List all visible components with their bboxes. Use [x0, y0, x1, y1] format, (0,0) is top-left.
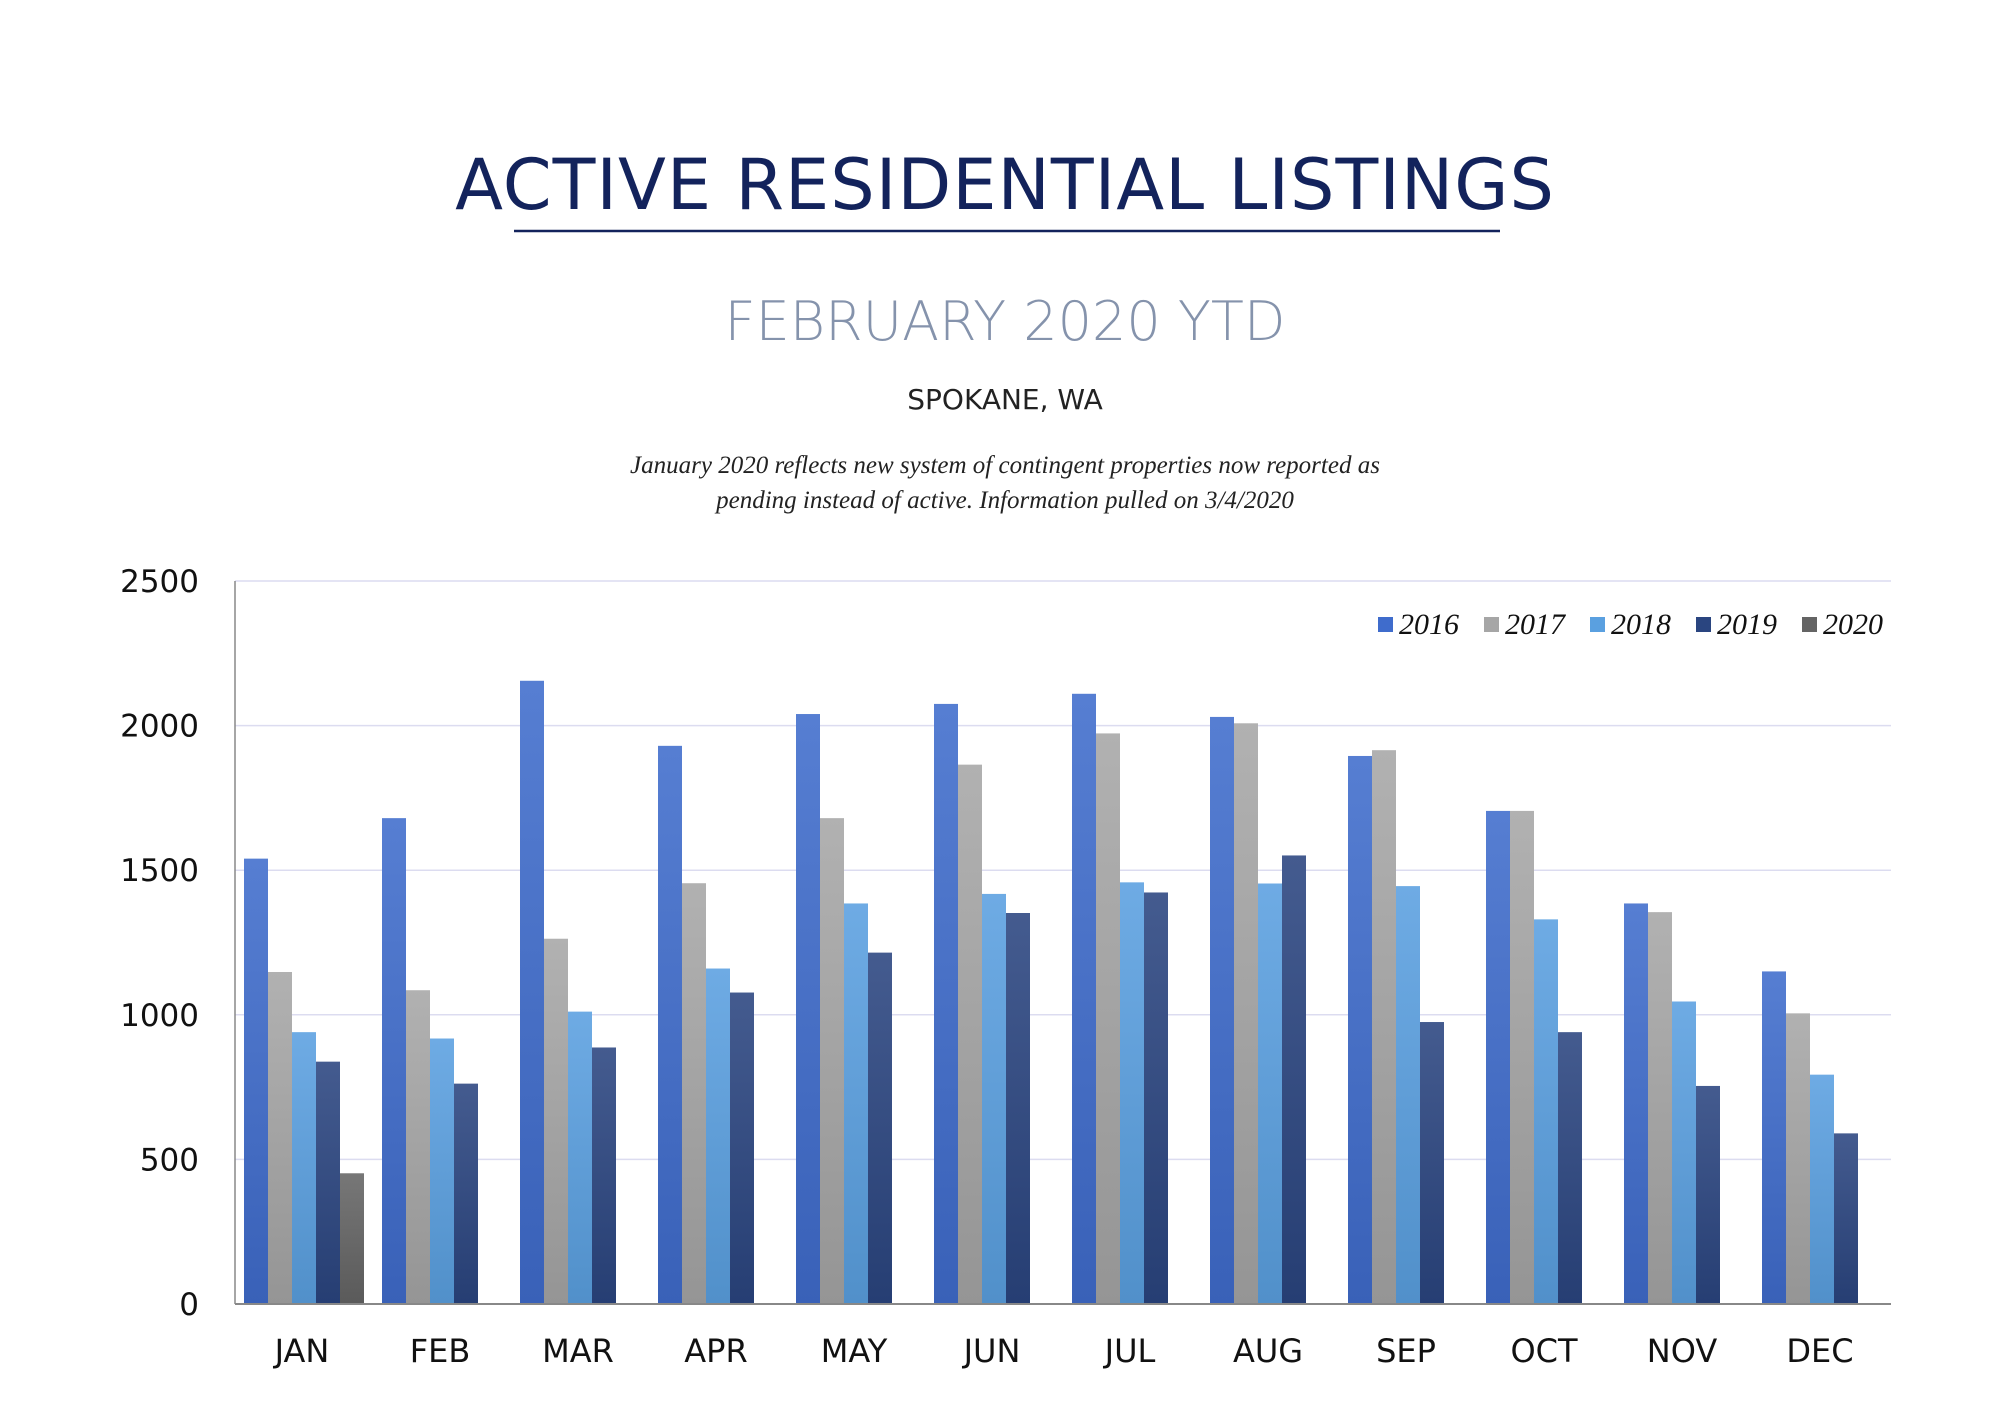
bar-2018-sep: [1396, 886, 1420, 1304]
bar-2018-jun: [982, 893, 1006, 1304]
y-tick-label: 2000: [120, 709, 199, 745]
x-tick-label: OCT: [1510, 1332, 1578, 1370]
bar-2017-feb: [406, 990, 430, 1304]
y-tick-label: 500: [140, 1142, 199, 1178]
bar-2017-oct: [1510, 810, 1534, 1304]
bar-2019-may: [868, 952, 892, 1304]
legend-label: 2020: [1823, 608, 1883, 641]
bar-2018-mar: [568, 1011, 592, 1304]
bar-2016-may: [796, 714, 820, 1304]
legend-label: 2017: [1505, 608, 1567, 641]
bar-2017-sep: [1372, 750, 1396, 1304]
bar-2017-aug: [1234, 723, 1258, 1304]
x-tick-label: NOV: [1647, 1332, 1718, 1370]
bar-2019-sep: [1420, 1022, 1444, 1304]
x-tick-label: DEC: [1786, 1332, 1853, 1370]
bar-2017-jun: [958, 764, 982, 1304]
bar-2019-oct: [1558, 1032, 1582, 1304]
x-tick-label: JAN: [273, 1332, 330, 1370]
legend-label: 2016: [1399, 608, 1459, 641]
bar-2018-jan: [292, 1032, 316, 1304]
bar-2017-jul: [1096, 733, 1120, 1304]
chart-subtitle: FEBRUARY 2020 YTD: [725, 290, 1286, 353]
y-tick-label: 1000: [120, 998, 199, 1034]
x-tick-label: MAR: [542, 1332, 614, 1370]
y-tick-label: 1500: [120, 853, 199, 889]
bar-2018-dec: [1810, 1074, 1834, 1304]
x-tick-label: JUN: [962, 1332, 1021, 1370]
bar-2016-jun: [934, 703, 958, 1304]
bar-2018-may: [844, 903, 868, 1304]
y-tick-label: 0: [179, 1287, 199, 1323]
bar-2017-may: [820, 818, 844, 1304]
axes: 0 500 1000 1500 2000 2500 JAN FEB MAR APR MAY JUN JU…: [120, 564, 1891, 1370]
bar-2016-sep: [1348, 755, 1372, 1304]
bar-2017-apr: [682, 883, 706, 1304]
legend-swatch-2016: [1378, 617, 1393, 632]
y-tick-label: 2500: [120, 564, 199, 600]
bar-2016-feb: [382, 818, 406, 1304]
bar-2018-nov: [1672, 1001, 1696, 1304]
bar-2018-feb: [430, 1038, 454, 1304]
location-label: SPOKANE, WA: [907, 383, 1102, 416]
bar-2017-mar: [544, 938, 568, 1304]
bars: [244, 680, 1858, 1304]
legend-swatch-2018: [1590, 617, 1605, 632]
bar-2016-jul: [1072, 693, 1096, 1304]
bar-2018-apr: [706, 968, 730, 1304]
bar-2016-nov: [1624, 903, 1648, 1304]
bar-2020-jan: [340, 1173, 364, 1304]
legend-label: 2018: [1611, 608, 1671, 641]
bar-2019-mar: [592, 1047, 616, 1304]
bar-2017-nov: [1648, 912, 1672, 1304]
x-tick-label: APR: [684, 1332, 747, 1370]
bar-2018-oct: [1534, 919, 1558, 1304]
x-tick-label: SEP: [1376, 1332, 1436, 1370]
legend-swatch-2017: [1484, 617, 1499, 632]
bar-2019-aug: [1282, 855, 1306, 1304]
note-line-1: January 2020 reflects new system of cont…: [630, 452, 1380, 479]
x-tick-label: FEB: [410, 1332, 471, 1370]
bar-2018-jul: [1120, 882, 1144, 1304]
chart-title: ACTIVE RESIDENTIAL LISTINGS: [455, 144, 1555, 226]
gridlines: [235, 580, 1891, 1161]
bar-2016-mar: [520, 680, 544, 1304]
bar-2019-feb: [454, 1083, 478, 1304]
legend-label: 2019: [1717, 608, 1777, 641]
bar-2019-apr: [730, 992, 754, 1304]
x-tick-label: MAY: [821, 1332, 888, 1370]
bar-2019-dec: [1834, 1133, 1858, 1304]
legend-swatch-2019: [1696, 617, 1711, 632]
x-tick-label: JUL: [1103, 1332, 1156, 1370]
bar-2016-jan: [244, 858, 268, 1304]
bar-2019-nov: [1696, 1085, 1720, 1304]
bar-2016-oct: [1486, 810, 1510, 1304]
legend-swatch-2020: [1802, 617, 1817, 632]
bar-2016-apr: [658, 745, 682, 1304]
x-tick-label: AUG: [1233, 1332, 1303, 1370]
bar-2017-jan: [268, 971, 292, 1304]
bar-2017-dec: [1786, 1013, 1810, 1304]
bar-2016-dec: [1762, 971, 1786, 1304]
bar-2019-jul: [1144, 892, 1168, 1304]
bar-2018-aug: [1258, 883, 1282, 1304]
legend: 2016 2017 2018 2019 2020: [1378, 608, 1883, 641]
bar-2019-jan: [316, 1061, 340, 1304]
bar-2019-jun: [1006, 913, 1030, 1304]
note-line-2: pending instead of active. Information p…: [714, 487, 1294, 514]
bar-2016-aug: [1210, 716, 1234, 1304]
